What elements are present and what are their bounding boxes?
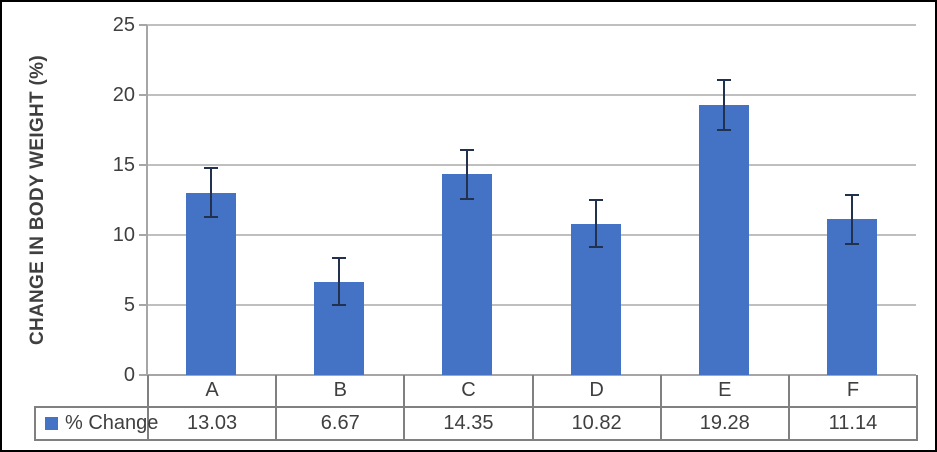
category-cell: C [405, 375, 534, 406]
y-axis-tick [139, 94, 147, 96]
y-axis-tick-label: 20 [112, 84, 135, 106]
y-axis-tick [139, 164, 147, 166]
value-cell: 19.28 [662, 408, 790, 439]
error-bar [210, 168, 213, 218]
y-axis-tick-label: 25 [112, 14, 135, 36]
error-bar-cap [460, 148, 475, 151]
category-cell: E [662, 375, 790, 406]
value-cell: 11.14 [828, 412, 878, 434]
value-cell: 14.35 [405, 408, 534, 439]
y-axis-tick [139, 304, 147, 306]
y-axis-tick-label: 15 [112, 154, 135, 176]
legend-key-swatch [45, 417, 58, 430]
x-axis-line [147, 374, 916, 376]
error-bar [594, 199, 597, 248]
category-cell: D [534, 375, 662, 406]
gridline [147, 24, 916, 26]
error-bar-cap [844, 193, 859, 196]
y-axis-tick-label: 0 [123, 364, 135, 386]
value-cell: 10.82 [534, 408, 662, 439]
y-axis-tick [139, 24, 147, 26]
bar [186, 192, 237, 375]
category-cell: F [846, 379, 860, 401]
error-bar-cap [332, 304, 347, 307]
error-bar [722, 79, 725, 131]
error-bar-cap [204, 216, 219, 219]
gridline [147, 234, 916, 236]
bar [826, 219, 877, 375]
gridline [147, 94, 916, 96]
error-bar-cap [588, 198, 603, 201]
error-bar-cap [588, 246, 603, 249]
error-bar-cap [844, 242, 859, 245]
error-bar-cap [460, 197, 475, 200]
error-bar-cap [204, 167, 219, 170]
y-axis-tick-label: 5 [123, 294, 135, 316]
error-bar [850, 194, 853, 244]
error-bar-cap [716, 78, 731, 81]
error-bar-cap [716, 129, 731, 132]
y-axis-line [146, 25, 148, 375]
bar [442, 174, 493, 375]
legend-label: % Change [65, 412, 159, 434]
error-bar [338, 257, 341, 306]
category-cell: B [277, 375, 406, 406]
y-axis-tick [139, 234, 147, 236]
y-axis-tick-label: 10 [112, 224, 135, 246]
bar [570, 223, 621, 375]
error-bar [466, 149, 469, 199]
y-axis-tick [139, 374, 147, 376]
gridline [147, 304, 916, 306]
error-bar-cap [332, 256, 347, 259]
legend-cell: % Change [36, 408, 158, 439]
data-table-values: 13.03 6.67 14.35 10.82 19.28 11.14 [149, 408, 916, 439]
value-cell: 13.03 [149, 408, 278, 439]
bar [698, 105, 749, 375]
value-cell: 6.67 [277, 408, 406, 439]
gridline [147, 164, 916, 166]
category-cell: A [149, 375, 278, 406]
data-table-row: % Change 13.03 6.67 14.35 10.82 19.28 11.14 [34, 406, 918, 441]
